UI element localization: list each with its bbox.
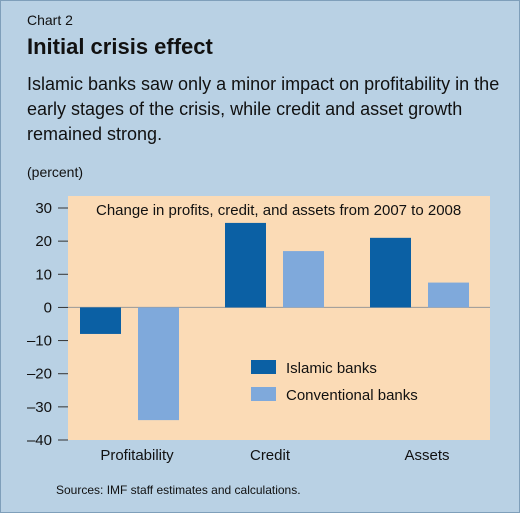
bar-conventional-profitability [138,307,179,421]
y-tick-label: 10 [35,266,52,283]
bar-islamic-credit [225,222,266,308]
chart-subtitle: Islamic banks saw only a minor impact on… [27,74,500,144]
y-tick-label: –20 [27,366,52,383]
y-axis-ticks: 30 20 10 0 –10 –20 –30 –40 [27,200,68,449]
legend-swatch-conventional [251,387,276,401]
legend: Islamic banks Conventional banks [251,360,418,404]
legend-label-conventional: Conventional banks [286,387,418,404]
bar-islamic-assets [370,237,411,308]
bar-islamic-profitability [80,307,121,334]
y-tick-label: 20 [35,233,52,250]
category-label-assets: Assets [404,447,449,464]
chart-number: Chart 2 [27,12,73,28]
bar-conventional-assets [428,282,469,308]
y-tick-label: 0 [44,299,52,316]
category-labels: Profitability Credit Assets [100,447,449,464]
category-label-credit: Credit [250,447,291,464]
units-label: (percent) [27,164,84,180]
legend-label-islamic: Islamic banks [286,360,377,377]
y-tick-label: –30 [27,399,52,416]
bar-group [80,222,469,421]
bar-conventional-credit [283,251,324,308]
y-tick-label: 30 [35,200,52,217]
y-tick-label: –40 [27,432,52,449]
category-label-profitability: Profitability [100,447,174,464]
plot-area [68,196,490,440]
y-tick-label: –10 [27,333,52,350]
chart-title: Initial crisis effect [27,34,213,59]
source-note: Sources: IMF staff estimates and calcula… [56,483,301,497]
inner-chart-title: Change in profits, credit, and assets fr… [96,202,461,219]
legend-swatch-islamic [251,360,276,374]
